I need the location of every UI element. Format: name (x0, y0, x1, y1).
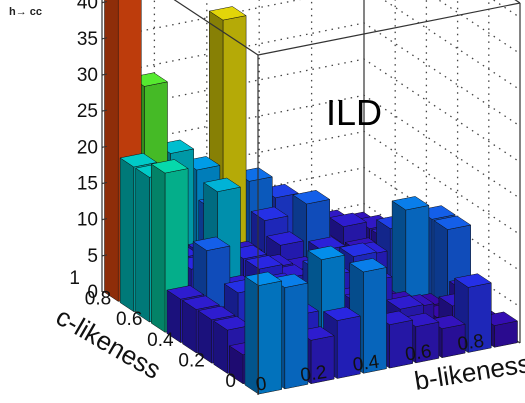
bar-top-face (203, 177, 242, 192)
x-tick-label: 0.6 (404, 341, 433, 365)
z-tick-label: 15 (77, 173, 98, 194)
x-tick-label: 0 (255, 373, 268, 395)
bar (244, 271, 283, 395)
bar-top-face (307, 236, 346, 251)
z-tick-mark (101, 254, 108, 257)
bar-group (104, 0, 519, 395)
z-tick-mark (101, 73, 108, 76)
y-tick-label: 0.2 (178, 350, 204, 371)
bar-side-face (104, 0, 119, 302)
ild-annotation: ILD (326, 92, 382, 133)
bar-side-face (135, 167, 150, 323)
z-tick-mark (101, 181, 108, 184)
z-tick-label: 25 (77, 101, 98, 122)
bar-top-face (208, 6, 247, 21)
z-tick-label: 30 (77, 65, 98, 86)
bar-top-face (197, 305, 236, 321)
y-tick-label: 0 (225, 371, 236, 392)
frame-front (173, 0, 521, 395)
x-tick-label: 0.8 (456, 331, 485, 355)
bar-top-face (119, 153, 158, 168)
z-tick-label: 40 (77, 0, 98, 14)
bar-top-face (166, 285, 205, 300)
bar-top-face (329, 212, 368, 227)
bar-top-face (192, 236, 231, 251)
z-tick-label: 20 (77, 137, 98, 158)
bar-side-face (119, 157, 135, 313)
z-tick-label: 35 (77, 29, 98, 50)
z-tick-mark (101, 145, 108, 148)
z-tick-mark (101, 290, 108, 293)
z-tick-label: 5 (87, 246, 98, 267)
bar-top-face (339, 242, 378, 257)
x-tick-label: 0.2 (299, 362, 328, 386)
z-tick-mark (101, 1, 108, 4)
chart-title: h→ cc (9, 6, 43, 18)
y-tick-label: 0.6 (116, 309, 142, 330)
bar-top-face (453, 273, 492, 288)
z-tick-mark (101, 37, 108, 40)
z-tick-mark (101, 109, 108, 112)
bar-top-face (322, 306, 361, 321)
bar-top-face (244, 271, 283, 286)
bar-top-face (213, 316, 252, 331)
z-tick-mark (101, 218, 108, 221)
bar (453, 273, 492, 353)
bar-top-face (349, 258, 388, 273)
frame-edge (514, 0, 521, 4)
bar-top-face (181, 295, 220, 310)
bar (391, 196, 430, 312)
bar-top-face (266, 231, 305, 246)
bar-top-face (150, 159, 189, 174)
y-tick-label: 0.4 (147, 330, 174, 351)
bar-top-face (433, 215, 472, 230)
bar-top-face (292, 190, 331, 205)
y-tick-label: 0.8 (85, 289, 111, 310)
bar-top-face (244, 255, 283, 270)
bar-side-face (151, 163, 166, 333)
bar-top-face (391, 196, 430, 211)
z-tick-label: 10 (77, 210, 98, 231)
frame-edge (173, 0, 259, 56)
z-tick-label: 0 (87, 282, 98, 303)
x-tick-label: 0.4 (351, 351, 381, 376)
y-tick-label: 1 (69, 268, 80, 289)
bar-top-face (307, 245, 346, 260)
bar-top-face (250, 206, 289, 221)
frame-edge (257, 2, 521, 56)
bar-top-face (385, 295, 424, 310)
